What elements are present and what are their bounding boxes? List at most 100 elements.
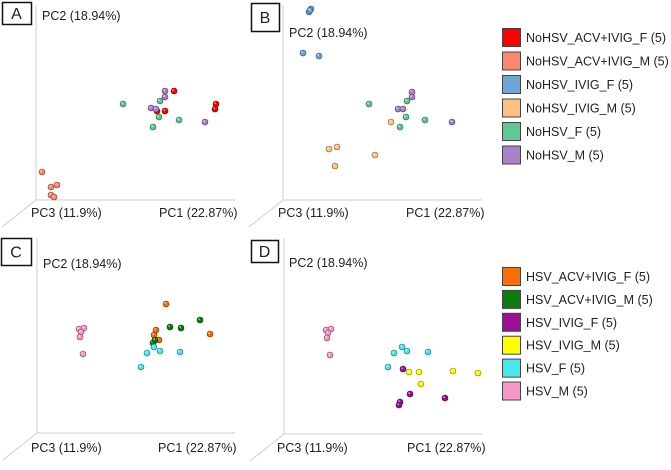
data-point [402, 113, 410, 121]
data-point [403, 97, 411, 105]
data-point [155, 113, 163, 121]
data-point [50, 193, 58, 201]
legend-item: NoHSV_ACV+IVIG_M (5) [502, 51, 669, 71]
data-point [333, 143, 341, 151]
pc2-label: PC2 (18.94%) [289, 256, 368, 270]
panel-c: C PC2 (18.94%) PC3 (11.9%) PC1 (22.87%) [0, 237, 237, 461]
legend-item: HSV_F (5) [502, 358, 585, 378]
data-point [415, 368, 423, 376]
point-highlight [163, 95, 166, 97]
point-highlight [398, 400, 400, 402]
point-highlight [177, 118, 180, 120]
data-point [161, 87, 169, 95]
point-highlight [408, 392, 410, 394]
panel-label: C [10, 245, 22, 262]
panel-d: D PC2 (18.94%) PC3 (11.9%) PC1 (22.87%) [249, 238, 486, 462]
point-highlight [164, 302, 167, 304]
legend-label: HSV_F (5) [526, 362, 585, 376]
data-point [474, 369, 482, 377]
series-nohsv-m [394, 88, 456, 126]
series-hsv-acv-ivig-m [149, 316, 204, 347]
legend-swatch [502, 289, 521, 309]
point-highlight [203, 120, 206, 122]
point-highlight [308, 8, 310, 11]
data-point [441, 394, 449, 402]
data-point [143, 349, 151, 357]
data-point [331, 162, 339, 170]
legend-swatch [502, 312, 521, 332]
point-highlight [81, 352, 83, 354]
point-highlight [476, 371, 478, 373]
legend-label: NoHSV_ACV+IVIG_F (5) [526, 31, 666, 45]
point-highlight [77, 327, 79, 329]
legend-item: HSV_M (5) [502, 381, 588, 401]
data-point [177, 324, 185, 332]
data-point [325, 145, 333, 153]
pc1-label: PC1 (22.87%) [158, 441, 237, 455]
point-highlight [407, 370, 409, 372]
point-highlight [392, 351, 394, 353]
point-highlight [151, 125, 154, 127]
data-point [211, 105, 219, 113]
data-point [156, 97, 164, 105]
data-point [206, 330, 214, 338]
legend-swatch [502, 28, 521, 47]
data-point [390, 349, 398, 357]
data-point [156, 347, 164, 355]
pc3-label: PC3 (11.9%) [31, 441, 102, 455]
pc2-label: PC2 (18.94%) [289, 26, 368, 40]
data-point [161, 107, 169, 115]
legend-bottom: HSV_ACV+IVIG_F (5) HSV_ACV+IVIG_M (5) HSV_… [502, 267, 653, 401]
legend-label: HSV_IVIG_M (5) [526, 339, 620, 353]
pc3-label: PC3 (11.9%) [278, 206, 349, 220]
point-highlight [397, 403, 399, 405]
series-hsv-f [384, 343, 432, 371]
legend-swatch [502, 358, 521, 378]
point-highlight [326, 331, 328, 333]
series-nohsv-ivig-m [325, 118, 395, 170]
legend-label: HSV_ACV+IVIG_M (5) [526, 293, 653, 307]
point-highlight [327, 147, 329, 150]
pc1-label: PC1 (22.87%) [407, 441, 486, 455]
data-point [396, 123, 404, 131]
legend-label: HSV_IVIG_F (5) [526, 316, 617, 330]
point-highlight [49, 193, 51, 196]
point-highlight [404, 115, 406, 117]
data-point [387, 118, 395, 126]
data-point [53, 181, 61, 189]
point-highlight [396, 107, 398, 109]
pc1-label: PC1 (22.87%) [406, 206, 485, 220]
legend-label: NoHSV_ACV+IVIG_M (5) [526, 55, 669, 69]
data-point [424, 348, 432, 356]
legend-swatch [502, 51, 521, 71]
pc2-label: PC2 (18.94%) [43, 257, 122, 271]
point-highlight [178, 350, 181, 352]
data-point [161, 93, 169, 101]
pc1-label: PC1 (22.87%) [159, 206, 238, 220]
series-nohsv-acv-ivig-m [38, 168, 61, 201]
data-point [299, 49, 307, 57]
point-highlight [325, 336, 327, 338]
series-hsv-ivig-f [395, 365, 449, 409]
series-hsv-f [137, 343, 184, 371]
data-point [371, 151, 379, 159]
data-point [175, 116, 183, 124]
panel-label-box [250, 239, 280, 264]
point-highlight [328, 353, 330, 355]
legend-item: HSV_ACV+IVIG_F (5) [502, 267, 650, 286]
point-highlight [55, 183, 57, 186]
series-hsv-acv-ivig-f [150, 300, 214, 344]
point-highlight [78, 335, 80, 337]
series-hsv-ivig-m [405, 367, 482, 388]
data-point [166, 323, 174, 331]
data-point [384, 363, 392, 371]
panel-label-box [250, 2, 281, 33]
point-highlight [367, 102, 369, 104]
pc3-label: PC3 (11.9%) [31, 206, 102, 220]
data-point [152, 105, 160, 113]
data-point [323, 334, 331, 342]
data-point [150, 343, 158, 351]
point-highlight [401, 367, 403, 369]
data-point [76, 333, 84, 341]
legend-label: NoHSV_F (5) [526, 125, 601, 139]
